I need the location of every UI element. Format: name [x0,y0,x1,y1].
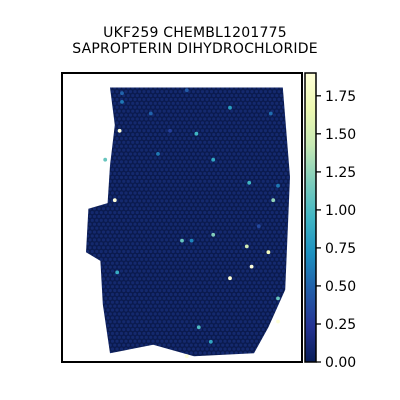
data-spot [120,91,124,96]
data-spot [266,250,271,255]
colorbar-tick-label: 1.50 [325,127,356,143]
chart-title-line-2: SAPROPTERIN DIHYDROCHLORIDE [72,41,318,57]
data-spot [228,105,232,110]
colorbar-tick-label: 1.75 [325,89,356,105]
data-spot [180,238,184,243]
data-spot [103,157,108,162]
data-spot [196,325,201,330]
tissue-region [86,87,290,357]
data-spot [115,270,120,275]
data-spot [148,111,153,116]
data-spot [120,100,124,104]
colorbar-tick-label: 0.25 [325,317,356,333]
data-spot [194,131,199,136]
colorbar-frame [304,72,317,363]
bright-spot [228,276,232,281]
colorbar-tick-label: 1.25 [325,165,356,181]
colorbar-tick-label: 1.00 [325,203,356,219]
colorbar-tick-label: 0.75 [325,241,356,257]
data-spot [189,238,194,243]
bright-spot [276,319,280,324]
data-spot [211,232,216,237]
data-spot [276,296,280,301]
bright-spot [249,264,254,269]
data-spot [271,198,276,203]
highlight-spots-layer [103,88,280,359]
colorbar-tick-label: 0.50 [325,279,356,295]
data-spot [276,183,280,188]
colorbar [305,73,316,362]
data-spot [244,244,249,249]
data-spot [168,128,172,133]
data-spot [268,111,273,116]
colorbar-tick-label: 0.00 [325,355,356,371]
bright-spot [117,128,122,133]
chart-title-line-1: UKF259 CHEMBL1201775 [103,25,287,41]
bright-spot [184,354,189,359]
plot-frame [61,72,303,363]
data-spot [247,180,252,185]
data-spot [211,157,216,162]
data-spot [184,88,189,93]
tissue-spots-layer [86,87,290,357]
colorbar-ticks: 0.00 0.25 0.50 0.75 1.00 1.25 1.50 1.75 [316,89,356,371]
bright-spot [112,198,117,203]
data-spot [156,152,160,156]
data-spot [208,339,213,344]
data-spot [256,224,261,229]
